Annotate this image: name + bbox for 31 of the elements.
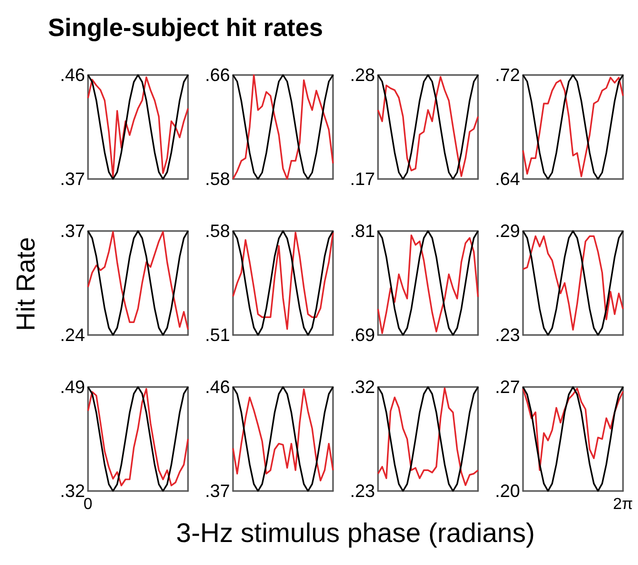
y-tick-label: .58 (204, 221, 230, 241)
y-tick-label: .37 (60, 169, 85, 189)
y-tick-label: .46 (60, 65, 85, 85)
y-tick-label: .20 (494, 481, 520, 501)
y-tick-label: .49 (60, 377, 85, 397)
y-tick-label: .37 (60, 221, 85, 241)
y-tick-label: .58 (204, 169, 230, 189)
y-tick-label: .64 (494, 169, 520, 189)
y-tick-label: .69 (350, 325, 375, 345)
y-tick-label: .32 (350, 377, 375, 397)
y-tick-label: .27 (494, 377, 520, 397)
y-tick-label: .23 (350, 481, 375, 501)
x-axis-title: 3-Hz stimulus phase (radians) (176, 518, 535, 549)
text: 0 (84, 496, 92, 514)
line-series (232, 74, 334, 180)
y-tick-label: .81 (350, 221, 375, 241)
y-tick-label: .72 (494, 65, 520, 85)
y-axis-title: Hit Rate (10, 237, 42, 331)
text: 2π (613, 496, 633, 514)
y-tick-label: .24 (60, 325, 85, 345)
y-tick-label: .29 (494, 221, 520, 241)
y-tick-label: .37 (204, 481, 230, 501)
y-tick-label: .32 (60, 481, 85, 501)
y-tick-label: .23 (494, 325, 520, 345)
y-tick-label: .17 (350, 169, 375, 189)
y-tick-label: .46 (204, 377, 230, 397)
y-tick-label: .28 (350, 65, 375, 85)
y-tick-label: .51 (204, 325, 230, 345)
chart-title: Single-subject hit rates (48, 14, 324, 43)
y-tick-label: .66 (204, 65, 230, 85)
line-series (522, 386, 624, 492)
